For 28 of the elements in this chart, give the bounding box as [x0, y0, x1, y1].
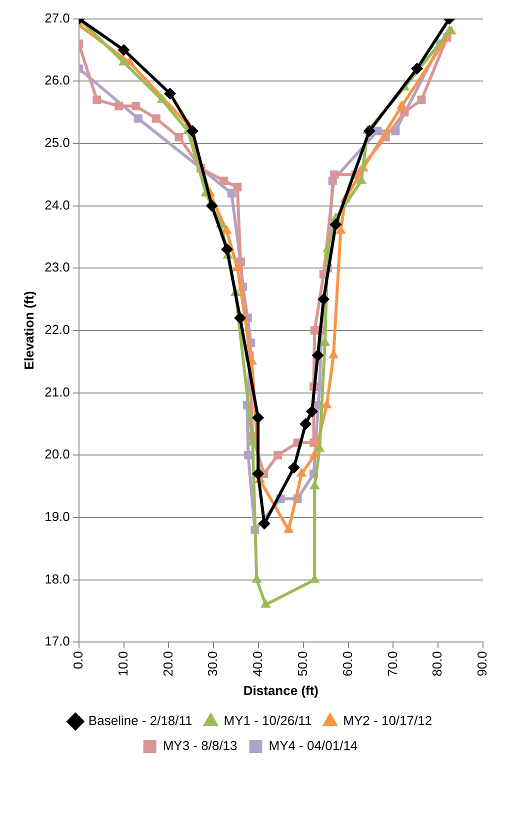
legend-label: MY1 - 10/26/11	[224, 713, 312, 728]
y-tick-label: 19.0	[44, 509, 70, 524]
x-tick-label: 80.0	[430, 651, 445, 676]
y-tick-label: 17.0	[44, 634, 70, 649]
y-tick-label: 18.0	[44, 571, 70, 586]
y-tick-label: 20.0	[44, 446, 70, 462]
legend-label: MY3 - 8/8/13	[162, 738, 238, 754]
x-tick-label: 70.0	[384, 651, 400, 676]
x-axis-title: Distance (ft)	[243, 682, 319, 698]
y-axis-title: Elevation (ft)	[21, 291, 36, 370]
y-tick-label: 26.0	[44, 72, 70, 88]
y-tick-label: 24.0	[44, 197, 70, 212]
legend-label: Baseline - 2/18/11	[88, 713, 192, 728]
legend-label: MY4 - 04/01/14	[268, 738, 358, 754]
x-tick-label: 90.0	[474, 651, 490, 676]
y-tick-label: 23.0	[44, 260, 70, 275]
x-tick-label: 60.0	[340, 651, 355, 676]
x-tick-label: 50.0	[294, 651, 310, 676]
x-tick-label: 0.0	[70, 651, 86, 670]
x-tick-label: 10.0	[115, 651, 130, 676]
legend-label: MY2 - 10/17/12	[343, 713, 432, 728]
y-tick-label: 25.0	[44, 135, 70, 150]
x-tick-label: 30.0	[205, 651, 220, 676]
y-tick-label: 27.0	[44, 10, 70, 26]
y-tick-label: 22.0	[44, 322, 70, 338]
x-tick-label: 40.0	[250, 651, 266, 676]
y-tick-label: 21.0	[44, 384, 70, 400]
x-tick-label: 20.0	[160, 651, 176, 676]
